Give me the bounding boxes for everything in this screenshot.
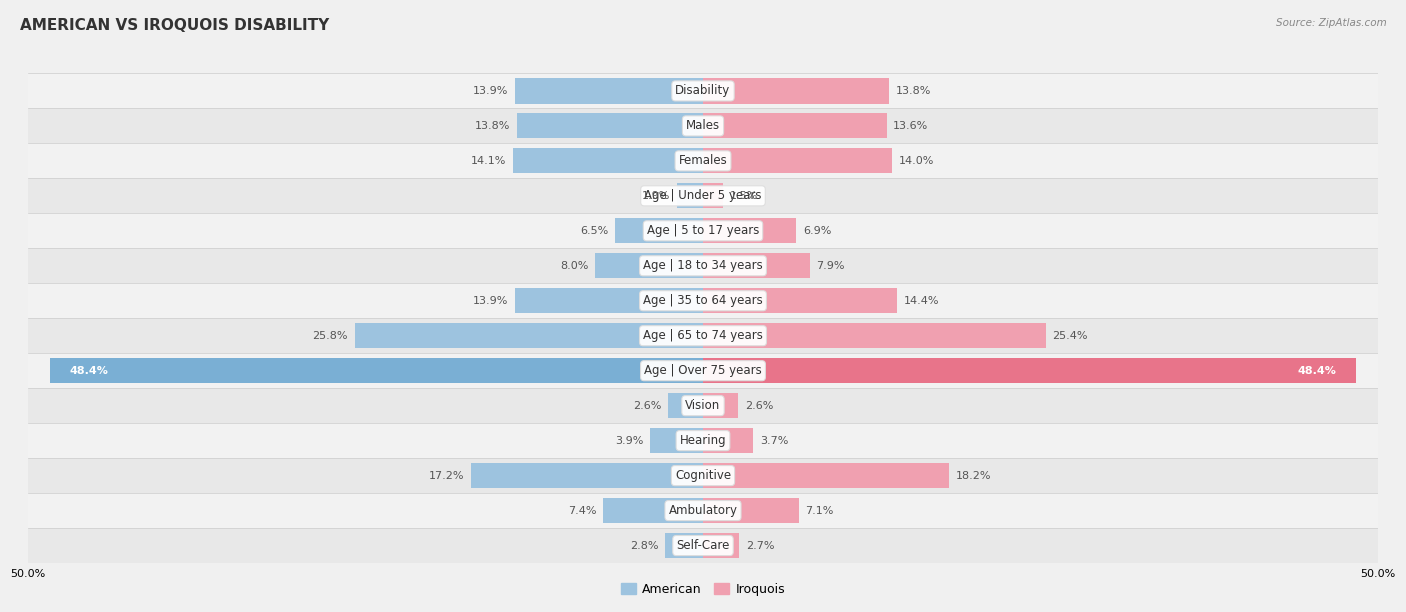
Bar: [517, 113, 703, 138]
Bar: [703, 533, 740, 558]
Text: 25.4%: 25.4%: [1053, 330, 1088, 341]
Bar: [28, 248, 1378, 283]
Text: 13.8%: 13.8%: [475, 121, 510, 131]
Bar: [513, 148, 703, 173]
Bar: [28, 423, 1378, 458]
Bar: [595, 253, 703, 278]
Text: 25.8%: 25.8%: [312, 330, 349, 341]
Bar: [703, 393, 738, 418]
Bar: [516, 78, 703, 103]
Bar: [665, 533, 703, 558]
Text: Self-Care: Self-Care: [676, 539, 730, 552]
Bar: [616, 218, 703, 244]
Bar: [703, 288, 897, 313]
Bar: [354, 323, 703, 348]
Text: Source: ZipAtlas.com: Source: ZipAtlas.com: [1275, 18, 1386, 28]
Bar: [28, 143, 1378, 178]
Bar: [49, 358, 703, 383]
Text: 8.0%: 8.0%: [560, 261, 588, 271]
Text: 7.9%: 7.9%: [817, 261, 845, 271]
Text: 7.1%: 7.1%: [806, 506, 834, 515]
Bar: [28, 73, 1378, 108]
Bar: [28, 283, 1378, 318]
Text: 2.6%: 2.6%: [633, 401, 661, 411]
Text: Age | Under 5 years: Age | Under 5 years: [644, 189, 762, 203]
Text: Age | Over 75 years: Age | Over 75 years: [644, 364, 762, 377]
Bar: [703, 253, 810, 278]
Text: 2.7%: 2.7%: [747, 540, 775, 551]
Text: 13.9%: 13.9%: [474, 296, 509, 306]
Text: Ambulatory: Ambulatory: [668, 504, 738, 517]
Text: 7.4%: 7.4%: [568, 506, 596, 515]
Bar: [28, 108, 1378, 143]
Bar: [516, 288, 703, 313]
Bar: [651, 428, 703, 453]
Text: Age | 65 to 74 years: Age | 65 to 74 years: [643, 329, 763, 342]
Bar: [28, 318, 1378, 353]
Text: 13.9%: 13.9%: [474, 86, 509, 96]
Text: Females: Females: [679, 154, 727, 167]
Text: 6.9%: 6.9%: [803, 226, 831, 236]
Bar: [703, 218, 796, 244]
Text: 1.5%: 1.5%: [730, 191, 758, 201]
Text: 2.8%: 2.8%: [630, 540, 658, 551]
Bar: [703, 323, 1046, 348]
Text: 3.9%: 3.9%: [616, 436, 644, 446]
Bar: [603, 498, 703, 523]
Text: 2.6%: 2.6%: [745, 401, 773, 411]
Bar: [28, 178, 1378, 214]
Bar: [703, 183, 723, 209]
Bar: [668, 393, 703, 418]
Text: 18.2%: 18.2%: [956, 471, 991, 480]
Bar: [28, 528, 1378, 563]
Bar: [28, 214, 1378, 248]
Bar: [28, 458, 1378, 493]
Bar: [28, 353, 1378, 388]
Text: 17.2%: 17.2%: [429, 471, 464, 480]
Text: Disability: Disability: [675, 84, 731, 97]
Legend: American, Iroquois: American, Iroquois: [616, 578, 790, 601]
Text: 6.5%: 6.5%: [581, 226, 609, 236]
Bar: [471, 463, 703, 488]
Text: Vision: Vision: [685, 399, 721, 412]
Bar: [703, 498, 799, 523]
Text: 48.4%: 48.4%: [70, 366, 108, 376]
Bar: [703, 428, 754, 453]
Text: AMERICAN VS IROQUOIS DISABILITY: AMERICAN VS IROQUOIS DISABILITY: [20, 18, 329, 34]
Bar: [28, 493, 1378, 528]
Bar: [703, 358, 1357, 383]
Text: Age | 35 to 64 years: Age | 35 to 64 years: [643, 294, 763, 307]
Bar: [678, 183, 703, 209]
Text: 48.4%: 48.4%: [1298, 366, 1336, 376]
Text: 14.4%: 14.4%: [904, 296, 939, 306]
Text: Age | 18 to 34 years: Age | 18 to 34 years: [643, 259, 763, 272]
Text: Age | 5 to 17 years: Age | 5 to 17 years: [647, 225, 759, 237]
Text: 1.9%: 1.9%: [643, 191, 671, 201]
Text: 3.7%: 3.7%: [759, 436, 789, 446]
Text: 13.8%: 13.8%: [896, 86, 931, 96]
Bar: [703, 78, 889, 103]
Bar: [703, 113, 887, 138]
Text: Hearing: Hearing: [679, 434, 727, 447]
Text: 14.1%: 14.1%: [471, 156, 506, 166]
Text: 14.0%: 14.0%: [898, 156, 934, 166]
Bar: [703, 463, 949, 488]
Text: 13.6%: 13.6%: [893, 121, 928, 131]
Text: Cognitive: Cognitive: [675, 469, 731, 482]
Bar: [703, 148, 891, 173]
Text: Males: Males: [686, 119, 720, 132]
Bar: [28, 388, 1378, 423]
